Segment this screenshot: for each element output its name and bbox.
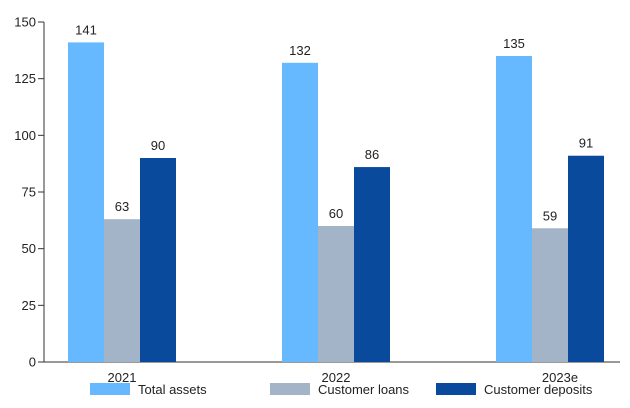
- data-label-customer-deposits-2023e: 91: [579, 136, 593, 151]
- bar-total-assets-2022: [282, 62, 318, 363]
- bar-customer-deposits-2023e: [568, 155, 604, 362]
- y-tick-label-0: 0: [29, 355, 36, 370]
- data-label-total-assets-2023e: 135: [503, 36, 525, 51]
- bar-total-assets-2023e: [496, 56, 532, 362]
- y-axis: 0 25 50 75 100 125 150: [14, 15, 45, 370]
- y-tick-label-100: 100: [14, 128, 36, 143]
- bars: [68, 42, 604, 363]
- bar-customer-loans-2022: [318, 226, 354, 362]
- data-label-total-assets-2021: 141: [75, 22, 97, 37]
- legend-swatch-customer-loans: [270, 383, 310, 395]
- y-tick-label-150: 150: [14, 15, 36, 30]
- bar-customer-deposits-2021: [140, 158, 176, 362]
- bar-customer-loans-2021: [104, 219, 140, 362]
- data-label-customer-loans-2022: 60: [329, 206, 343, 221]
- data-label-total-assets-2022: 132: [289, 43, 311, 58]
- data-label-customer-loans-2023e: 59: [543, 208, 557, 223]
- bar-total-assets-2021: [68, 42, 104, 363]
- data-label-customer-deposits-2022: 86: [365, 147, 379, 162]
- y-tick-label-50: 50: [22, 241, 36, 256]
- legend-label-customer-loans: Customer loans: [318, 382, 410, 397]
- data-label-customer-loans-2021: 63: [115, 199, 129, 214]
- legend: Total assets Customer loans Customer depos…: [90, 382, 593, 397]
- bar-customer-loans-2023e: [532, 228, 568, 362]
- y-tick-label-25: 25: [22, 298, 36, 313]
- legend-swatch-total-assets: [90, 383, 130, 395]
- data-labels: 141 132 135 63 60 59 90 86 91: [75, 22, 593, 223]
- legend-label-total-assets: Total assets: [138, 382, 207, 397]
- x-category-label-2022: 2022: [322, 370, 351, 385]
- bar-customer-deposits-2022: [354, 167, 390, 362]
- data-label-customer-deposits-2021: 90: [151, 138, 165, 153]
- x-category-label-2023e: 2023e: [542, 370, 578, 385]
- y-tick-label-75: 75: [22, 185, 36, 200]
- legend-swatch-customer-deposits: [436, 383, 476, 395]
- legend-label-customer-deposits: Customer deposits: [484, 382, 593, 397]
- x-category-label-2021: 2021: [108, 370, 137, 385]
- y-tick-label-125: 125: [14, 71, 36, 86]
